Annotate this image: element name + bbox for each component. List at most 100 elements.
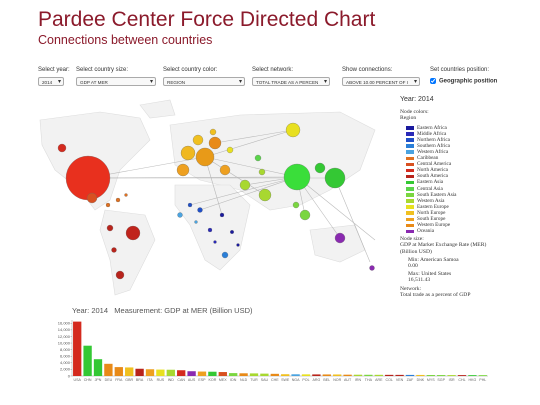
x-tick-label: ARE [375,378,383,382]
control-label: Select country size: [76,67,129,73]
x-tick-label: ISR [449,378,455,382]
x-tick-label: CHL [458,378,465,382]
min-label: Min: American Samoa [408,257,459,263]
bar [114,367,123,376]
size-heading: Node size: [400,236,424,242]
x-tick-label: NLD [240,378,248,382]
select[interactable]: 2014 [38,77,64,87]
x-tick-label: ZAF [407,378,415,382]
bar [239,373,248,376]
legend-label: Western Europe [417,222,451,229]
bar [385,374,394,376]
x-tick-label: MEX [219,378,227,382]
x-tick-label: USA [74,378,82,382]
bar [416,374,425,376]
y-tick-label: 10,000 [58,340,71,345]
chart-subtitle: Measurement: GDP at MER (Billion USD) [114,306,253,315]
legend-swatch [406,223,414,228]
bar [447,375,456,376]
x-tick-label: BEL [323,378,330,382]
bar [270,373,279,376]
legend-label: Caribbean [417,155,439,161]
x-tick-label: PHL [479,378,486,382]
bar [125,367,134,376]
bar [93,359,103,376]
position-checkbox[interactable]: Geographic position [430,78,497,85]
x-tick-label: NOR [333,378,341,382]
legend-label: Oceania [417,228,434,235]
x-tick-label: JPN [95,378,102,382]
legend-label: South Eastern Asia [417,191,457,198]
control-label: Select year: [38,67,70,73]
colors-heading: Node colors: [400,109,429,115]
legend-label: Eastern Europe [417,203,449,210]
x-tick-label: ESP [198,378,206,382]
title: Pardee Center Force Directed Chart [38,8,376,31]
x-tick-label: CHN [84,378,92,382]
bar [437,375,446,376]
y-tick-label: 2,000 [60,367,71,372]
y-tick-label: 14,000 [58,327,71,332]
x-tick-label: THA [365,378,373,382]
checkbox[interactable] [430,78,436,84]
bar [395,374,404,376]
bar [135,368,144,376]
control-label: Select country color: [163,67,218,73]
x-tick-label: ITA [147,378,153,382]
legend-swatch [406,211,414,215]
legend-label: Western Asia [417,197,445,204]
x-tick-label: FRA [115,378,123,382]
max-value: 16,511.43 [408,277,431,283]
select[interactable]: ABOVE 10.00 PERCENT OF I [342,77,420,87]
bar [208,371,217,376]
x-tick-label: HKG [469,378,477,382]
chart-header: Year: 2014 Measurement: GDP at MER (Bill… [72,306,253,315]
bar [156,369,165,376]
bar [374,374,383,376]
legend-swatch [406,126,414,130]
legend-swatch [406,132,414,136]
y-tick-label: 12,000 [58,334,71,339]
legend-label: Central America [417,161,452,168]
legend-label: Western Africa [417,148,449,155]
min-value: 0.00 [408,263,418,269]
bar [468,375,477,376]
x-tick-label: IND [168,378,175,382]
legend-swatch [406,156,414,160]
bar [457,375,467,376]
legend-label: Middle Africa [417,130,447,137]
x-tick-label: BRA [136,378,144,382]
bar [177,370,186,376]
select[interactable]: TOTAL TRADE AS A PERCEN [252,77,330,87]
legend-label: Southern Africa [417,142,450,149]
x-tick-label: CHE [271,378,279,382]
x-tick-label: MYS [427,378,435,382]
legend-swatch [406,180,414,185]
x-tick-label: KOR [209,378,217,382]
x-tick-label: SWE [281,378,290,382]
bar [104,363,113,376]
x-tick-label: COL [386,378,393,382]
legend-swatch [406,187,414,191]
x-tick-label: AUS [188,378,196,382]
bar [73,321,82,376]
x-tick-label: GBR [125,378,133,382]
size-by: GDP at Market Exchange Rate (MER) (Billi… [400,242,487,255]
legend-swatch [406,205,414,209]
bar [187,371,196,376]
legend-label: North Europe [417,209,446,216]
x-tick-label: SAU [261,378,269,382]
y-tick-label: 8,000 [60,347,71,352]
bar [343,374,352,376]
select[interactable]: GDP AT MER [76,77,156,87]
x-tick-label: RUS [157,378,165,382]
legend-swatch [406,138,414,142]
legend-swatch [406,162,414,167]
legend-swatch [406,174,414,179]
x-tick-label: DNK [417,378,425,382]
select[interactable]: REGION [163,77,245,87]
x-tick-label: CAN [177,378,185,382]
bar [281,374,290,376]
